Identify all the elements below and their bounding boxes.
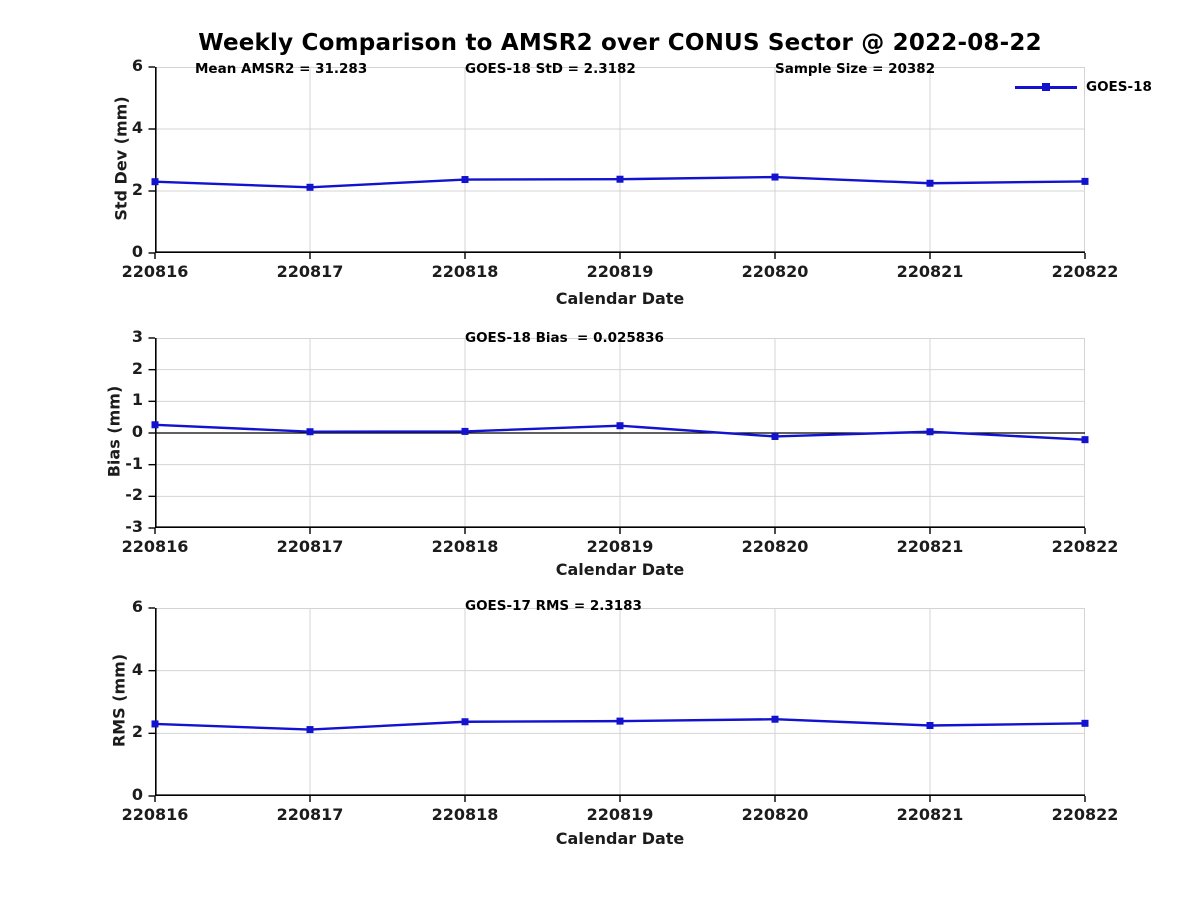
y-tick-label: -3 — [125, 517, 143, 536]
data-point-marker — [926, 722, 934, 729]
x-tick-label: 220818 — [431, 537, 499, 556]
x-tick-label: 220816 — [121, 262, 189, 281]
y-tick-label: 0 — [131, 785, 143, 804]
legend-marker-icon — [1042, 82, 1050, 91]
y-tick-label: 1 — [131, 390, 143, 410]
x-tick-label: 220819 — [586, 805, 654, 824]
x-tick-label: 220821 — [896, 805, 964, 824]
x-tick-label: 220820 — [741, 262, 809, 281]
x-tick-label: 220821 — [896, 262, 964, 281]
y-tick-label: 0 — [131, 242, 143, 261]
y-tick-label: 2 — [131, 722, 143, 742]
y-tick-label: -1 — [125, 453, 143, 473]
x-tick-label: 220822 — [1051, 262, 1119, 281]
x-tick-label: 220817 — [276, 805, 344, 824]
y-tick-label: -2 — [125, 485, 143, 505]
x-tick-label: 220819 — [586, 537, 654, 556]
annotation-goes17-rms: GOES-17 RMS = 2.3183 — [465, 598, 642, 614]
data-point-marker — [461, 718, 469, 726]
x-tick-label: 220822 — [1051, 805, 1119, 824]
legend-label: GOES-18 — [1086, 79, 1152, 95]
x-tick-label: 220818 — [431, 262, 499, 281]
x-tick-label: 220819 — [586, 262, 654, 281]
y-tick-label: 0 — [131, 422, 143, 441]
chart-title: Weekly Comparison to AMSR2 over CONUS Se… — [198, 30, 1042, 56]
annotation-mean-amsr2: Mean AMSR2 = 31.283 — [195, 61, 368, 77]
data-point-marker — [306, 428, 314, 436]
y-tick-label: 2 — [131, 358, 143, 378]
rms-y-axis-label: RMS (mm) — [109, 653, 129, 748]
rms-x-axis-label: Calendar Date — [555, 829, 685, 848]
bias-x-axis-label: Calendar Date — [555, 560, 685, 579]
stddev-x-axis-label: Calendar Date — [555, 289, 685, 308]
data-point-marker — [926, 179, 934, 187]
data-point-marker — [151, 720, 159, 728]
x-tick-label: 220821 — [896, 537, 964, 556]
bias-plot — [148, 337, 1089, 534]
data-point-marker — [771, 715, 779, 723]
data-point-marker — [616, 175, 624, 183]
annotation-goes18-std: GOES-18 StD = 2.3182 — [465, 61, 636, 77]
stddev-plot — [148, 66, 1089, 259]
legend-line-sample — [1015, 82, 1077, 91]
x-tick-label: 220822 — [1051, 537, 1119, 556]
data-point-marker — [616, 422, 624, 430]
data-point-marker — [306, 183, 314, 191]
x-tick-label: 220820 — [741, 537, 809, 556]
data-point-marker — [771, 432, 779, 440]
x-tick-label: 220816 — [121, 805, 189, 824]
y-tick-label: 3 — [131, 327, 143, 346]
data-point-marker — [151, 421, 159, 429]
data-point-marker — [1081, 436, 1089, 444]
data-point-marker — [461, 176, 469, 184]
annotation-sample-size: Sample Size = 20382 — [775, 61, 936, 77]
data-point-marker — [926, 428, 934, 436]
x-tick-label: 220816 — [121, 537, 189, 556]
x-tick-label: 220820 — [741, 805, 809, 824]
data-point-marker — [616, 717, 624, 725]
y-tick-label: 2 — [131, 180, 143, 199]
rms-plot — [148, 607, 1089, 802]
x-tick-label: 220817 — [276, 262, 344, 281]
data-point-marker — [1081, 177, 1089, 185]
data-point-marker — [461, 427, 469, 435]
x-tick-label: 220818 — [431, 805, 499, 824]
stddev-y-axis-label: Std Dev (mm) — [111, 96, 131, 221]
data-point-marker — [306, 726, 314, 734]
legend: GOES-18 — [1015, 78, 1152, 96]
data-point-marker — [151, 178, 159, 186]
y-tick-label: 4 — [131, 118, 143, 137]
y-tick-label: 6 — [131, 597, 143, 616]
y-tick-label: 4 — [131, 659, 143, 679]
data-point-marker — [1081, 719, 1089, 727]
annotation-goes18-bias: GOES-18 Bias = 0.025836 — [465, 330, 664, 346]
x-tick-label: 220817 — [276, 537, 344, 556]
data-point-marker — [771, 173, 779, 181]
y-tick-label: 6 — [131, 56, 143, 75]
